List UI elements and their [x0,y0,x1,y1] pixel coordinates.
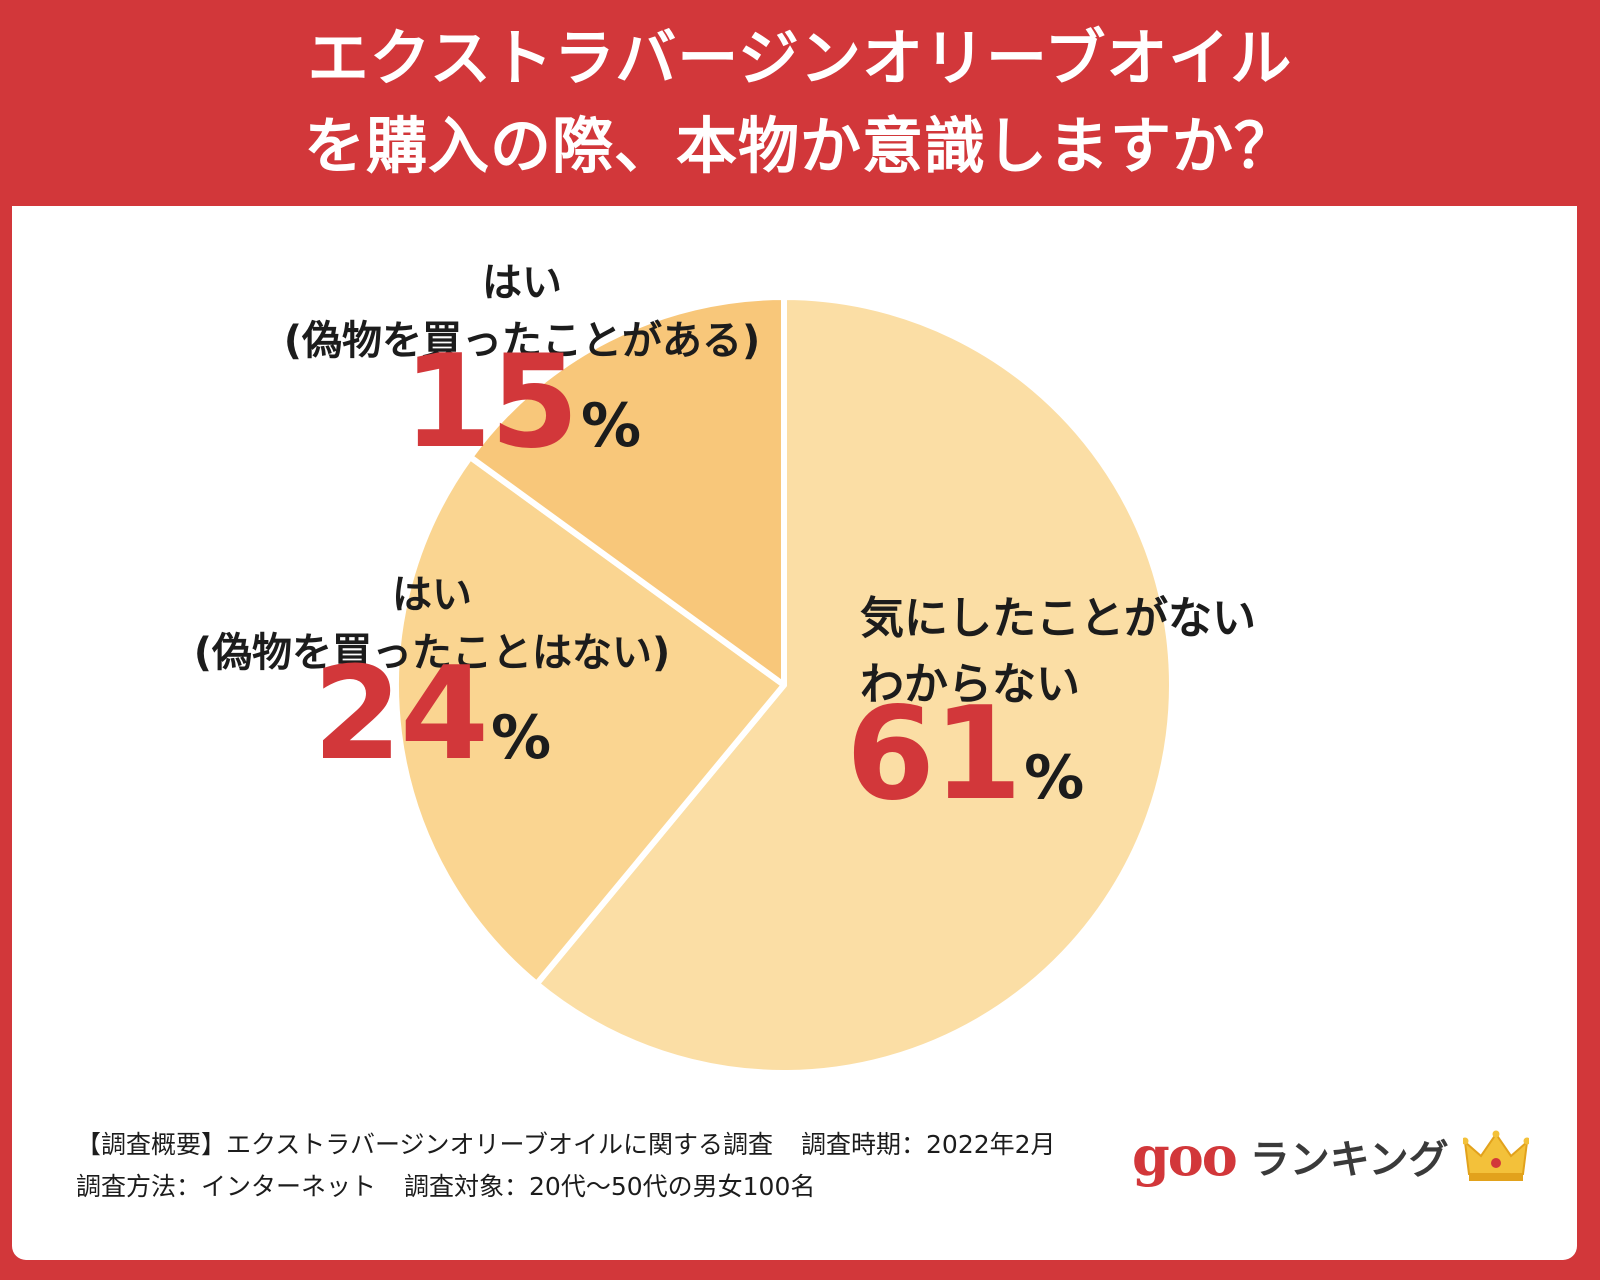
slice-61-label-line1: 気にしたことがない [860,593,1256,644]
footnote-row-2: 調査方法：インターネット 調査対象：20代〜50代の男女100名 [76,1166,1056,1208]
slice-61-value: 61 [846,680,1022,829]
chart-title: エクストラバージンオリーブオイル を購入の際、本物か意識しますか？ [0,0,1600,205]
slice-15-percent: 15% [212,339,832,467]
pie-chart [393,294,1175,1076]
slice-24-value: 24 [312,640,489,789]
survey-overview: 【調査概要】エクストラバージンオリーブオイルに関する調査 [76,1130,774,1159]
slice-24-percent: 24% [122,651,742,779]
footnote-row-1: 【調査概要】エクストラバージンオリーブオイルに関する調査 調査時期：2022年2月 [76,1124,1056,1166]
pie-slice-24 [393,453,787,987]
ranking-wordmark: ランキング [1249,1137,1449,1183]
slice-61-label-line2: わからない [860,659,1080,710]
percent-sign: % [491,703,552,773]
slice-61-percent: 61% [846,691,1420,819]
pie-slice-15 [467,294,787,688]
survey-method: 調査方法：インターネット [76,1172,377,1201]
slice-24-label-line1: はい [392,572,472,618]
title-line-1: エクストラバージンオリーブオイル [307,22,1293,94]
chart-panel: はい (偽物を買ったことがある) 15% はい (偽物を買ったことはない) 24… [12,206,1577,1260]
slice-label-61: 気にしたことがない わからない 61% [846,586,1420,819]
slice-15-value: 15 [402,328,579,477]
slice-24-label-line2: (偽物を買ったことはない) [193,630,671,676]
slice-label-15: はい (偽物を買ったことがある) 15% [212,254,832,467]
goo-ranking-logo: goo ランキング [1132,1124,1529,1188]
pie-slice-61 [533,294,1175,1076]
goo-logo: goo [1132,1124,1238,1188]
survey-footnote: 【調査概要】エクストラバージンオリーブオイルに関する調査 調査時期：2022年2月… [76,1124,1056,1208]
survey-target: 調査対象：20代〜50代の男女100名 [404,1172,816,1201]
percent-sign: % [1024,743,1085,813]
title-line-2: を購入の際、本物か意識しますか？ [303,110,1296,182]
slice-label-24: はい (偽物を買ったことはない) 24% [122,566,742,779]
crown-icon [1462,1130,1529,1181]
percent-sign: % [581,391,642,461]
survey-period: 調査時期：2022年2月 [801,1130,1056,1159]
slice-15-label-line1: はい [482,260,562,306]
slice-15-label-line2: (偽物を買ったことがある) [283,318,761,364]
